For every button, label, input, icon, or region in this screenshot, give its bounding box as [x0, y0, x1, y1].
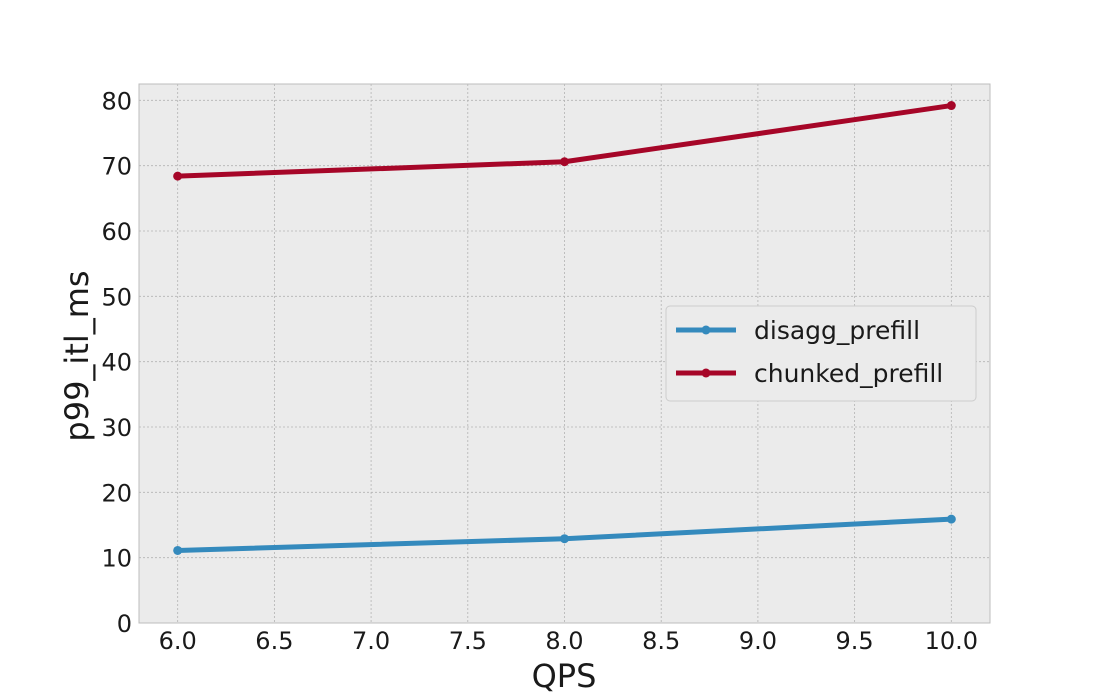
x-axis-label: QPS — [532, 657, 597, 695]
legend-label-disagg-prefill: disagg_prefill — [754, 316, 920, 345]
y-tick-label: 80 — [101, 87, 132, 115]
legend-entry-chunked-prefill: chunked_prefill — [676, 359, 943, 388]
x-tick-label: 8.0 — [545, 627, 583, 655]
y-tick-label: 20 — [101, 479, 132, 507]
data-point-disagg-prefill — [560, 534, 569, 544]
y-tick-label: 50 — [101, 283, 132, 311]
x-tick-label: 9.0 — [739, 627, 777, 655]
data-point-chunked-prefill — [560, 157, 569, 167]
legend-box — [665, 305, 977, 402]
y-tick-label: 70 — [101, 153, 132, 181]
x-tick-label: 10.0 — [925, 627, 978, 655]
y-tick-label: 10 — [101, 545, 132, 573]
x-tick-label: 7.0 — [352, 627, 390, 655]
legend-marker-disagg-prefill — [701, 325, 711, 335]
y-tick-label: 40 — [101, 349, 132, 377]
data-point-chunked-prefill — [173, 171, 183, 181]
series-lines — [173, 101, 956, 555]
y-tick-label: 60 — [101, 218, 132, 246]
data-point-chunked-prefill — [946, 101, 956, 111]
legend-label-chunked-prefill: chunked_prefill — [754, 359, 943, 388]
x-tick-label: 8.5 — [642, 627, 680, 655]
x-tick-labels: 6.0 6.5 7.0 7.5 8.0 8.5 9.0 9.5 10.0 — [159, 627, 978, 655]
y-tick-label: 0 — [117, 610, 132, 638]
x-tick-label: 6.0 — [159, 627, 197, 655]
plot-frame — [138, 83, 991, 624]
legend: disagg_prefill chunked_prefill — [665, 305, 977, 402]
x-tick-label: 9.5 — [836, 627, 874, 655]
x-tick-label: 7.5 — [449, 627, 487, 655]
x-tick-label: 6.5 — [255, 627, 293, 655]
data-point-disagg-prefill — [946, 514, 956, 524]
legend-entry-disagg-prefill: disagg_prefill — [676, 316, 920, 345]
y-tick-label: 30 — [101, 414, 132, 442]
y-tick-labels: 0 10 20 30 40 50 60 70 80 — [101, 87, 132, 638]
y-axis-label: p99_itl_ms — [58, 270, 96, 441]
legend-marker-chunked-prefill — [701, 368, 711, 378]
data-point-disagg-prefill — [173, 545, 183, 555]
